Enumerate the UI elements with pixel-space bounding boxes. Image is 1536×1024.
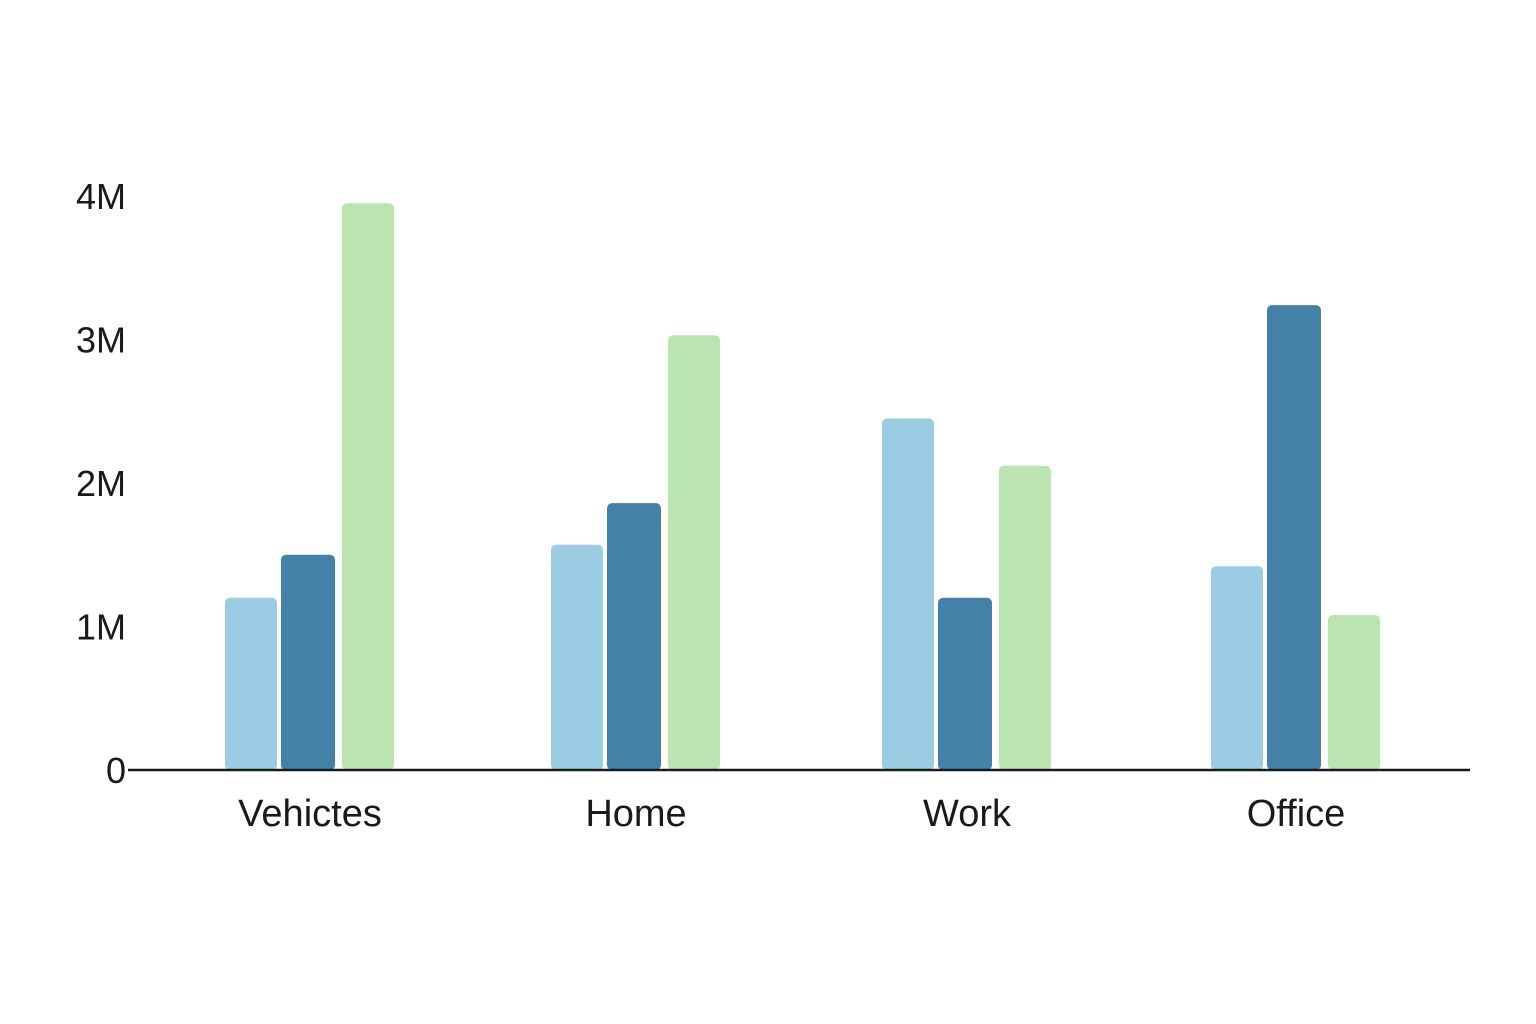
- bar-office-series-2: [1267, 305, 1321, 770]
- y-tick-label: 3M: [76, 320, 126, 361]
- bar-office-series-1: [1211, 566, 1263, 770]
- bars-layer: [225, 203, 1380, 771]
- y-tick-label: 1M: [76, 607, 126, 648]
- bar-office-series-3: [1328, 615, 1380, 770]
- bar-work-series-3: [999, 465, 1051, 770]
- x-category-label: Work: [923, 793, 1012, 835]
- bar-home-series-2: [607, 503, 661, 770]
- bar-home-series-1: [551, 544, 603, 770]
- y-tick-labels: 0 1M 2M 3M 4M: [76, 176, 126, 791]
- bar-vehictes-series-2: [281, 554, 335, 771]
- x-category-label: Home: [585, 793, 686, 835]
- x-category-label: Vehictes: [238, 793, 382, 835]
- y-tick-label: 4M: [76, 176, 126, 217]
- bar-work-series-1: [882, 418, 934, 770]
- y-tick-label: 0: [106, 750, 126, 791]
- x-category-labels: Vehictes Home Work Office: [238, 793, 1345, 835]
- bar-work-series-2: [938, 597, 992, 770]
- bar-vehictes-series-3: [342, 203, 394, 770]
- bar-vehictes-series-1: [225, 597, 277, 770]
- x-category-label: Office: [1247, 793, 1346, 835]
- bar-home-series-3: [668, 335, 720, 770]
- y-tick-label: 2M: [76, 463, 126, 504]
